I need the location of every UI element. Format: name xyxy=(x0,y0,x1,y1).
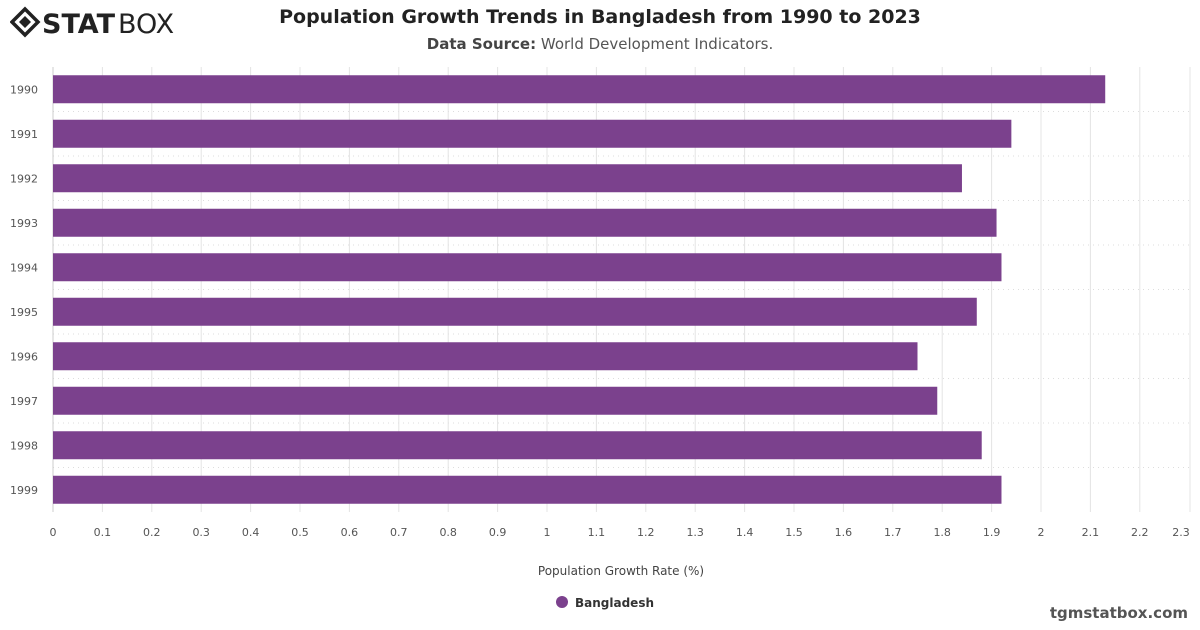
y-tick-label: 1999 xyxy=(10,484,38,497)
x-axis-title: Population Growth Rate (%) xyxy=(538,564,704,578)
x-tick-label: 2.1 xyxy=(1082,526,1100,539)
y-tick-label: 1994 xyxy=(10,261,38,274)
x-tick-label: 0.1 xyxy=(94,526,112,539)
x-tick-label: 1 xyxy=(544,526,551,539)
y-tick-label: 1996 xyxy=(10,350,38,363)
bar-1990 xyxy=(53,75,1106,104)
x-tick-label: 2.2 xyxy=(1131,526,1149,539)
x-tick-label: 1.8 xyxy=(933,526,951,539)
y-tick-label: 1990 xyxy=(10,83,38,96)
x-tick-label: 1.2 xyxy=(637,526,655,539)
legend-label: Bangladesh xyxy=(575,596,654,610)
y-tick-label: 1997 xyxy=(10,395,38,408)
source-value: World Development Indicators. xyxy=(540,35,774,53)
x-tick-label: 0.7 xyxy=(390,526,408,539)
bar-1993 xyxy=(53,208,997,237)
bar-1994 xyxy=(53,253,1002,282)
x-tick-label: 1.9 xyxy=(983,526,1001,539)
x-tick-label: 1.4 xyxy=(736,526,754,539)
x-tick-label: 0.3 xyxy=(192,526,210,539)
y-tick-label: 1995 xyxy=(10,306,38,319)
y-tick-label: 1992 xyxy=(10,172,38,185)
x-tick-label: 0.5 xyxy=(291,526,309,539)
legend-marker xyxy=(556,596,568,608)
x-tick-label: 2 xyxy=(1038,526,1045,539)
y-tick-label: 1993 xyxy=(10,217,38,230)
x-tick-label: 0.9 xyxy=(489,526,507,539)
x-tick-label: 0.2 xyxy=(143,526,161,539)
x-tick-label: 1.3 xyxy=(686,526,704,539)
bar-1996 xyxy=(53,342,918,371)
x-tick-label: 0.6 xyxy=(341,526,359,539)
x-tick-label: 1.7 xyxy=(884,526,902,539)
bar-1999 xyxy=(53,475,1002,504)
x-tick-label: 0 xyxy=(50,526,57,539)
x-tick-label: 2.3 xyxy=(1172,526,1190,539)
site-credit: tgmstatbox.com xyxy=(1049,604,1188,622)
bar-1991 xyxy=(53,119,1012,148)
bar-1992 xyxy=(53,164,962,193)
logo-text-bold: STAT xyxy=(42,9,116,38)
statbox-logo: STAT BOX xyxy=(9,6,180,42)
bar-1997 xyxy=(53,386,938,415)
source-label: Data Source: xyxy=(426,35,537,53)
bar-1998 xyxy=(53,431,982,460)
x-tick-label: 1.1 xyxy=(588,526,606,539)
y-tick-label: 1991 xyxy=(10,128,38,141)
x-tick-label: 0.8 xyxy=(439,526,457,539)
chart-subtitle: Data Source: World Development Indicator… xyxy=(0,35,1200,53)
x-tick-label: 1.6 xyxy=(835,526,853,539)
y-tick-label: 1998 xyxy=(10,439,38,452)
bar-1995 xyxy=(53,297,977,326)
x-tick-label: 1.5 xyxy=(785,526,803,539)
x-tick-label: 0.4 xyxy=(242,526,260,539)
chart-title: Population Growth Trends in Bangladesh f… xyxy=(279,6,921,28)
logo-text-light: BOX xyxy=(118,9,174,38)
diamond-logo-icon xyxy=(9,6,41,38)
